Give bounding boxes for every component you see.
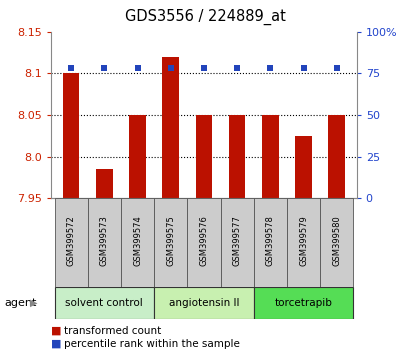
Bar	[129, 115, 146, 198]
Text: GSM399574: GSM399574	[133, 215, 142, 266]
Bar	[319, 198, 353, 287]
Bar	[253, 198, 286, 287]
Point	[68, 65, 74, 71]
Text: GSM399578: GSM399578	[265, 215, 274, 266]
Bar	[195, 115, 212, 198]
Text: GSM399577: GSM399577	[232, 215, 241, 266]
Bar	[253, 287, 353, 319]
Point	[299, 65, 306, 71]
Bar	[154, 198, 187, 287]
Bar	[54, 198, 88, 287]
Text: solvent control: solvent control	[65, 298, 143, 308]
Bar	[228, 115, 245, 198]
Bar	[294, 136, 311, 198]
Text: transformed count: transformed count	[63, 326, 160, 336]
Text: GSM399575: GSM399575	[166, 215, 175, 266]
Bar	[96, 169, 112, 198]
Bar	[88, 198, 121, 287]
Bar	[286, 198, 319, 287]
Bar	[261, 115, 278, 198]
Text: ▶: ▶	[29, 298, 37, 308]
Bar	[63, 74, 79, 198]
Bar	[328, 115, 344, 198]
Bar	[121, 198, 154, 287]
Text: GSM399573: GSM399573	[100, 215, 109, 266]
Bar	[154, 287, 253, 319]
Text: angiotensin II: angiotensin II	[169, 298, 238, 308]
Text: percentile rank within the sample: percentile rank within the sample	[63, 339, 239, 349]
Text: torcetrapib: torcetrapib	[274, 298, 332, 308]
Text: GSM399579: GSM399579	[298, 215, 307, 266]
Text: GDS3556 / 224889_at: GDS3556 / 224889_at	[124, 9, 285, 25]
Bar	[187, 198, 220, 287]
Point	[200, 65, 207, 71]
Point	[134, 65, 141, 71]
Point	[101, 65, 108, 71]
Point	[167, 65, 174, 71]
Bar	[54, 287, 154, 319]
Point	[266, 65, 273, 71]
Text: ■: ■	[51, 339, 62, 349]
Point	[233, 65, 240, 71]
Text: GSM399580: GSM399580	[331, 215, 340, 266]
Text: ■: ■	[51, 326, 62, 336]
Text: GSM399572: GSM399572	[67, 215, 76, 266]
Text: agent: agent	[4, 298, 36, 308]
Point	[333, 65, 339, 71]
Bar	[220, 198, 253, 287]
Text: GSM399576: GSM399576	[199, 215, 208, 266]
Bar	[162, 57, 179, 198]
